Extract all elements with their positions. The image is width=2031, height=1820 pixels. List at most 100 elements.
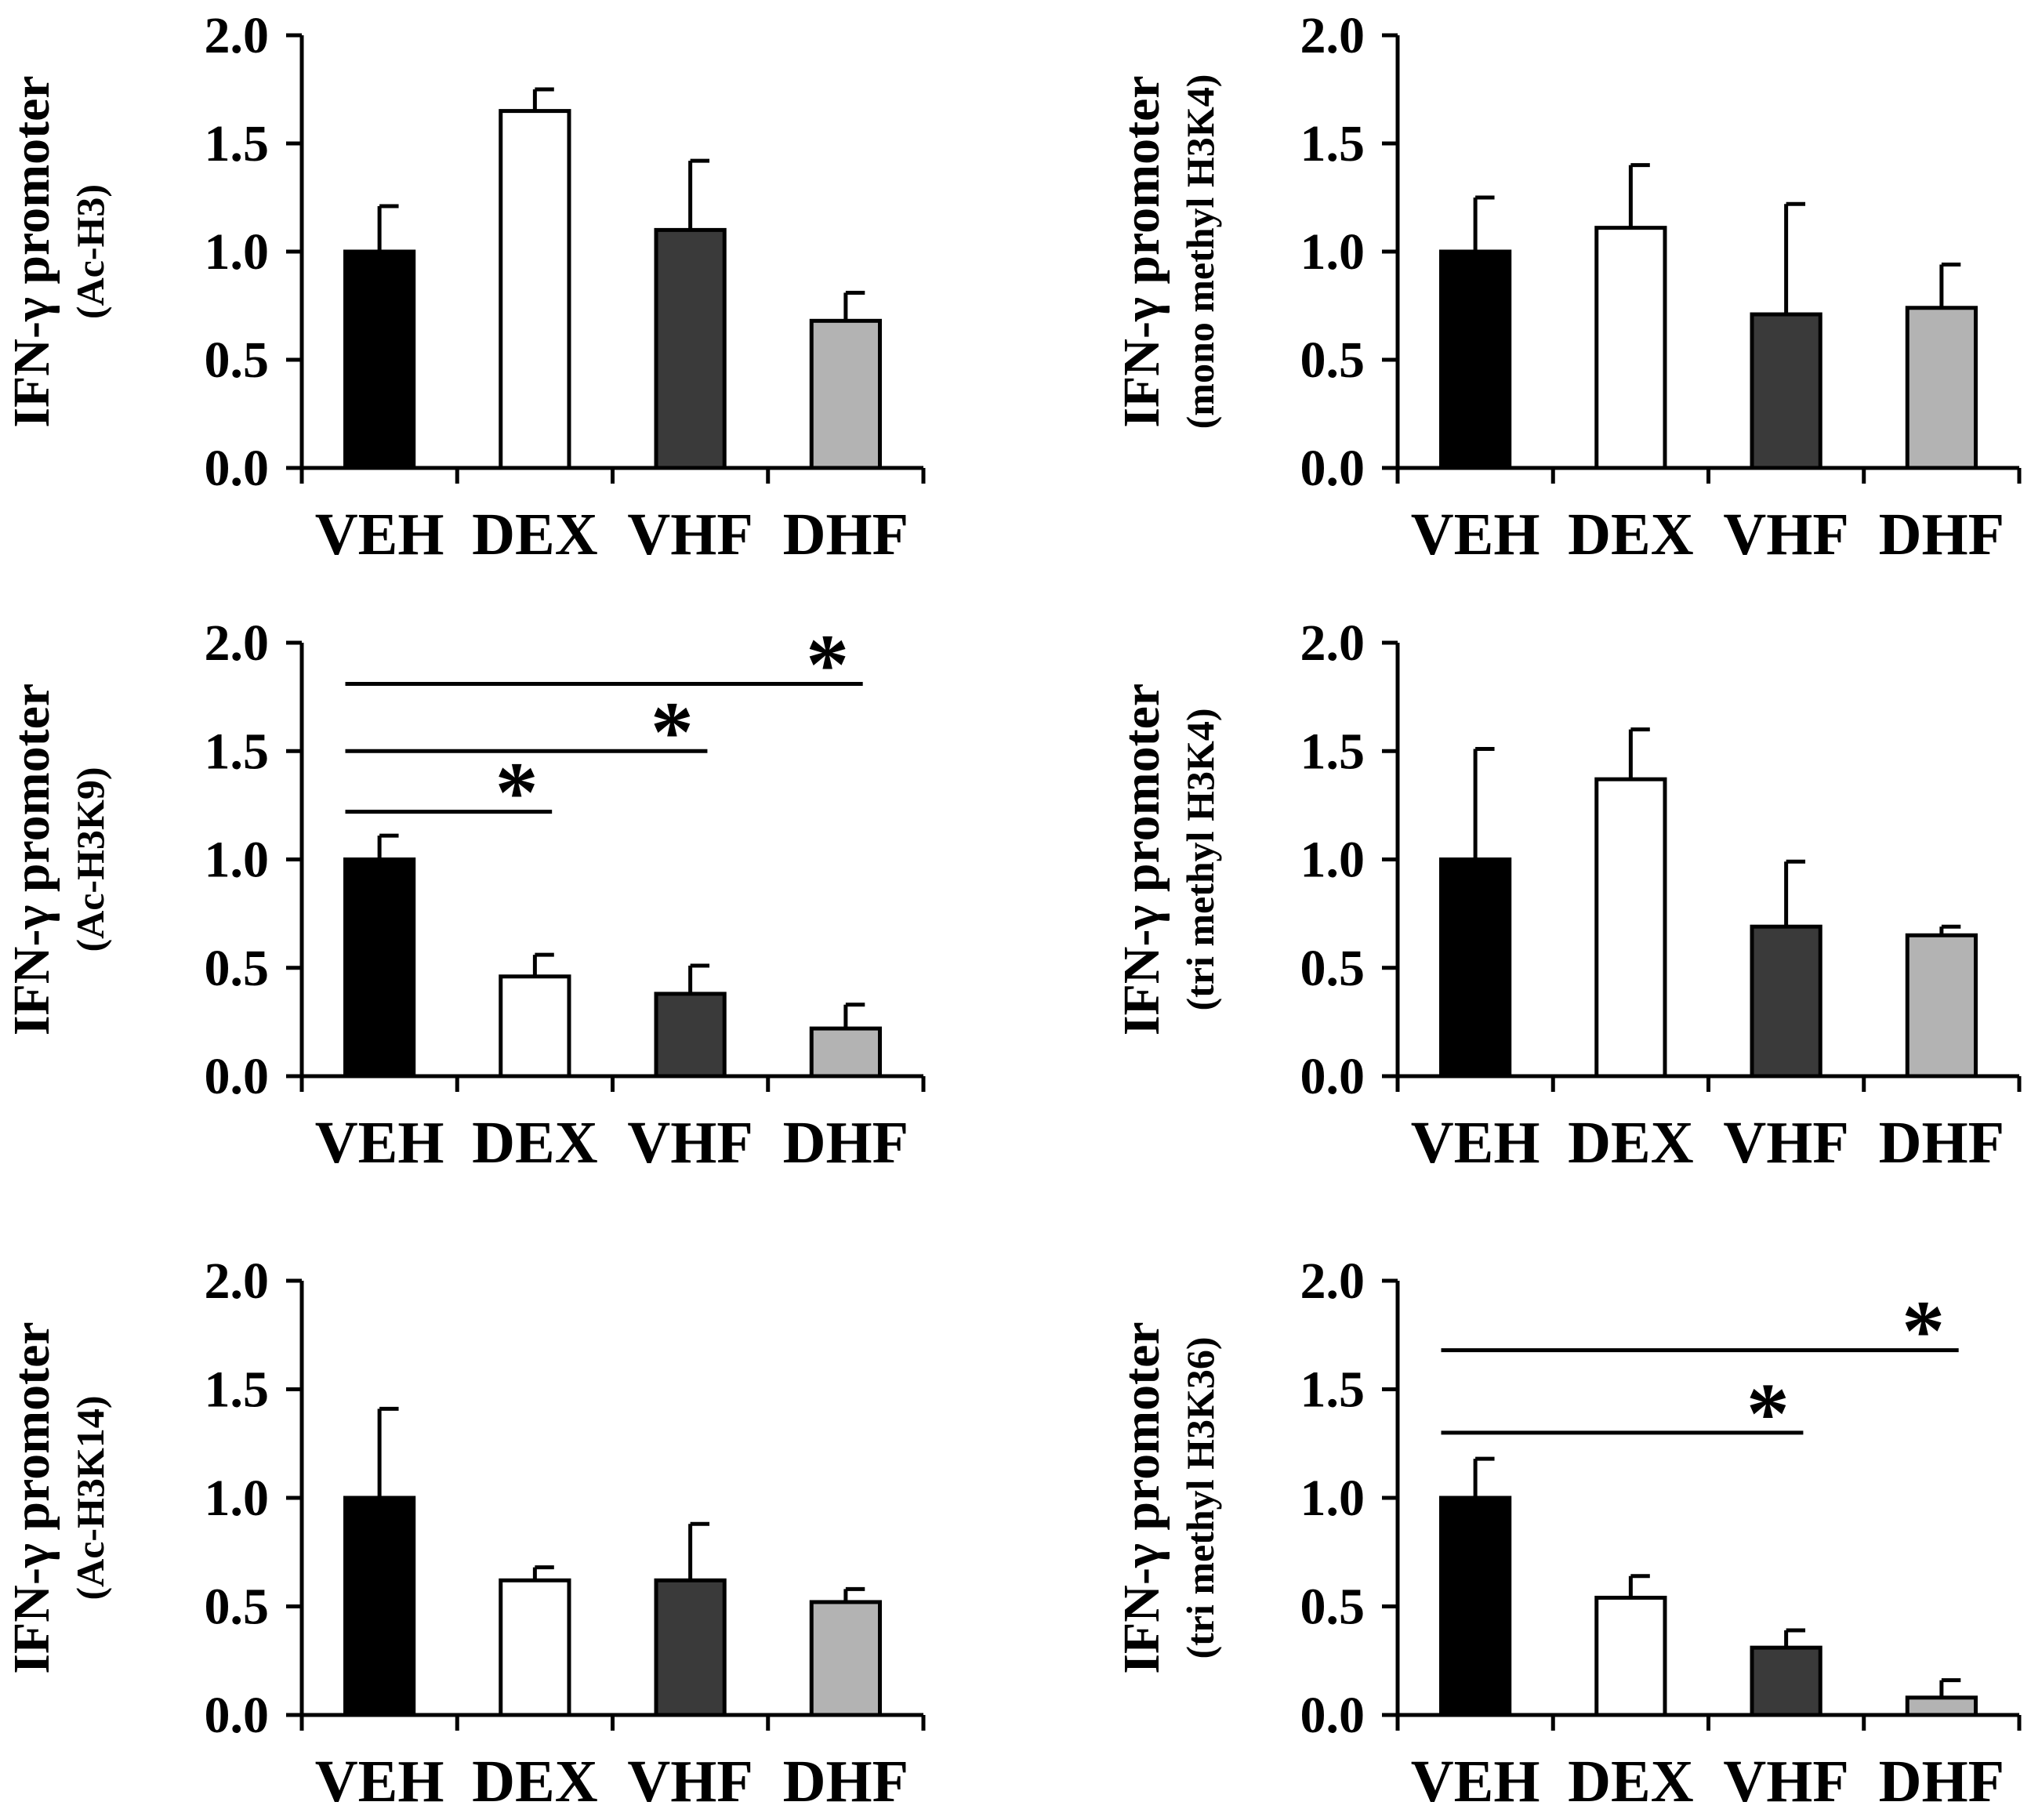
bar-dex — [499, 1578, 571, 1717]
y-tick-label: 1.5 — [205, 1361, 270, 1419]
bar-dex — [1594, 226, 1667, 470]
bar-dex — [1594, 1595, 1667, 1717]
bar-dhf — [809, 318, 882, 470]
y-tick-label: 0.0 — [205, 440, 270, 497]
y-axis-subtitle: (mono methyl H3K4) — [1178, 74, 1222, 430]
panel-ac-h3: 0.0 0.5 1.0 1.5 2.0 VEH DEX VHF DHF IFN-γ promote… — [3, 7, 926, 567]
y-tick-label: 1.0 — [205, 1470, 270, 1527]
y-axis-subtitle: (Ac-H3K9) — [68, 767, 112, 952]
bar-veh — [343, 249, 416, 470]
y-axis-title: IFN-γ promoter — [1113, 683, 1170, 1035]
bar-vhf — [654, 1578, 727, 1717]
y-tick-label: 2.0 — [1300, 7, 1365, 64]
x-tick-label: DHF — [783, 1110, 909, 1176]
y-tick-label: 1.5 — [1300, 115, 1365, 172]
y-axis-title: IFN-γ promoter — [1113, 75, 1170, 427]
x-tick-label: VEH — [1411, 502, 1540, 567]
bar-vhf — [1750, 312, 1822, 470]
y-tick-label: 0.0 — [1300, 1048, 1365, 1105]
y-tick-label: 1.0 — [205, 832, 270, 889]
y-axis-title: IFN-γ promoter — [1113, 1321, 1170, 1673]
y-tick-label: 1.5 — [1300, 723, 1365, 780]
y-tick-label: 0.5 — [205, 332, 270, 389]
x-tick-label: VEH — [1411, 1110, 1540, 1176]
y-axis-title: IFN-γ promoter — [3, 1321, 60, 1673]
bar-dhf — [809, 1026, 882, 1079]
x-tick-label: VEH — [315, 502, 444, 567]
bar-veh — [1439, 857, 1512, 1079]
x-tick-label: DEX — [1568, 502, 1693, 567]
y-tick-label: 1.5 — [205, 115, 270, 172]
panel-ac-h3k14: 0.0 0.5 1.0 1.5 2.0 VEH DEX VHF DHF IFN-γ promote… — [3, 1253, 926, 1815]
x-tick-label: DEX — [472, 1110, 597, 1176]
y-tick-label: 1.0 — [1300, 832, 1365, 889]
y-tick-label: 0.5 — [1300, 940, 1365, 997]
y-tick-label: 0.5 — [205, 940, 270, 997]
significance-asterisk: * — [495, 745, 539, 840]
bar-veh — [343, 1496, 416, 1717]
x-tick-label: VEH — [1411, 1749, 1540, 1815]
x-tick-label: VHF — [1723, 1749, 1848, 1815]
bar-dhf — [1905, 933, 1978, 1079]
bar-dhf — [1905, 1695, 1978, 1717]
y-tick-label: 0.5 — [1300, 1579, 1365, 1636]
y-tick-label: 1.0 — [1300, 1470, 1365, 1527]
x-tick-label: VHF — [627, 1110, 753, 1176]
y-tick-label: 2.0 — [1300, 1253, 1365, 1310]
bar-veh — [343, 857, 416, 1079]
y-tick-label: 2.0 — [205, 7, 270, 64]
y-tick-label: 0.5 — [205, 1579, 270, 1636]
bar-dex — [1594, 777, 1667, 1079]
y-axis-title: IFN-γ promoter — [3, 75, 60, 427]
x-tick-label: DHF — [1879, 1749, 2004, 1815]
y-tick-label: 2.0 — [205, 1253, 270, 1310]
bar-veh — [1439, 1496, 1512, 1717]
y-tick-label: 0.0 — [1300, 1687, 1365, 1744]
x-tick-label: DHF — [1879, 1110, 2004, 1176]
significance-asterisk: * — [1902, 1283, 1945, 1379]
x-tick-label: DHF — [1879, 502, 2004, 567]
y-tick-label: 0.0 — [1300, 440, 1365, 497]
bar-vhf — [1750, 1645, 1822, 1717]
y-tick-label: 1.5 — [1300, 1361, 1365, 1419]
y-tick-label: 1.0 — [1300, 223, 1365, 281]
y-axis-subtitle: (tri methyl H3K4) — [1178, 708, 1222, 1010]
x-tick-label: DHF — [783, 502, 909, 567]
bar-veh — [1439, 249, 1512, 470]
panel-ac-h3k9: 0.0 0.5 1.0 1.5 2.0 VEH DEX VHF DHF * * * IFN-γ prom… — [3, 615, 926, 1176]
x-tick-label: DEX — [472, 1749, 597, 1815]
bar-vhf — [654, 992, 727, 1079]
x-tick-label: DEX — [472, 502, 597, 567]
y-axis-title: IFN-γ promoter — [3, 683, 60, 1035]
bar-dex — [499, 974, 571, 1079]
y-axis-subtitle: (Ac-H3K14) — [68, 1395, 112, 1600]
significance-asterisk: * — [651, 683, 694, 779]
y-axis-subtitle: (Ac-H3) — [68, 184, 112, 319]
panel-tri-methyl-h3k4: 0.0 0.5 1.0 1.5 2.0 VEH DEX VHF DHF IFN-γ promote… — [1113, 615, 2022, 1176]
bar-vhf — [654, 227, 727, 470]
panel-tri-methyl-h3k36: 0.0 0.5 1.0 1.5 2.0 VEH DEX VHF DHF * * IFN-γ promo… — [1113, 1253, 2022, 1815]
x-tick-label: VEH — [315, 1110, 444, 1176]
y-tick-label: 0.5 — [1300, 332, 1365, 389]
significance-asterisk: * — [806, 617, 849, 712]
bar-dhf — [809, 1600, 882, 1717]
y-tick-label: 0.0 — [205, 1687, 270, 1744]
y-tick-label: 1.0 — [205, 223, 270, 281]
y-tick-label: 1.5 — [205, 723, 270, 780]
bar-dex — [499, 109, 571, 470]
y-tick-label: 2.0 — [205, 615, 270, 672]
x-tick-label: VEH — [315, 1749, 444, 1815]
bar-dhf — [1905, 306, 1978, 470]
panel-mono-methyl-h3k4: 0.0 0.5 1.0 1.5 2.0 VEH DEX VHF DHF IFN-γ promote… — [1113, 7, 2022, 567]
x-tick-label: DEX — [1568, 1110, 1693, 1176]
x-tick-label: DHF — [783, 1749, 909, 1815]
bar-vhf — [1750, 924, 1822, 1079]
y-tick-label: 2.0 — [1300, 615, 1365, 672]
x-tick-label: VHF — [627, 502, 753, 567]
x-tick-label: VHF — [1723, 1110, 1848, 1176]
y-axis-subtitle: (tri methyl H3K36) — [1178, 1336, 1222, 1659]
x-tick-label: VHF — [627, 1749, 753, 1815]
x-tick-label: DEX — [1568, 1749, 1693, 1815]
x-tick-label: VHF — [1723, 502, 1848, 567]
